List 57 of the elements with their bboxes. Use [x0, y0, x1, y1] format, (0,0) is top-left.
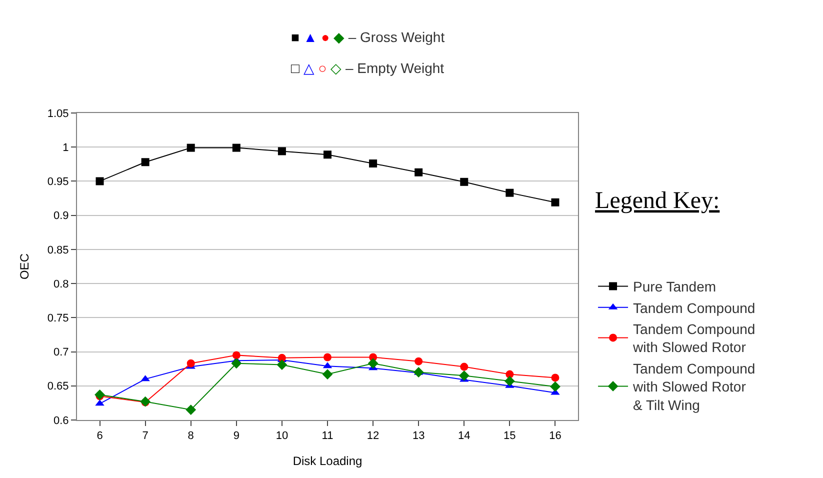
- y-tick-label: 0.9: [54, 210, 69, 222]
- legend-label: Pure Tandem: [633, 278, 716, 295]
- point: [94, 390, 105, 400]
- x-tick-label: 16: [549, 430, 562, 442]
- legend-title: Legend Key:: [595, 188, 720, 214]
- text: □ △ ○ ◇ – Empty Weight: [291, 60, 444, 76]
- x-tick-label: 9: [233, 430, 240, 442]
- y-tick-label: 0.8: [54, 278, 69, 290]
- x-tick-label: 11: [322, 430, 334, 442]
- x-tick-label: 10: [276, 430, 288, 442]
- point: [460, 178, 468, 186]
- point: [186, 359, 195, 368]
- y-tick-label: 1: [62, 142, 69, 154]
- x-tick-label: 12: [366, 430, 380, 442]
- y-tick-label: 0.85: [47, 244, 69, 256]
- point: [231, 358, 242, 369]
- point: [278, 147, 286, 156]
- point: [551, 198, 560, 206]
- y-tick-label: 1.05: [47, 108, 69, 120]
- point: [141, 158, 150, 166]
- x-tick-label: 14: [458, 430, 470, 442]
- point: [413, 367, 424, 378]
- text: ■ ▲ ● ◆ – Gross Weight: [291, 29, 445, 45]
- point: [186, 404, 196, 415]
- point: [186, 144, 195, 152]
- point: [504, 376, 515, 386]
- point: [506, 188, 514, 197]
- point: [232, 144, 240, 152]
- y-tick-label: 0.65: [47, 380, 69, 393]
- point: [458, 370, 470, 381]
- point: [369, 159, 378, 168]
- legend-label: Tandem Compound with Slowed Rotor & Tilt Wing: [632, 360, 756, 413]
- x-axis-title: Disk Loading: [292, 454, 362, 468]
- point: [322, 369, 333, 380]
- x-tick-label: 7: [142, 430, 148, 442]
- y-tick-label: 0.6: [54, 414, 69, 427]
- legend-label: Tandem Compound: [633, 300, 756, 316]
- y-tick-label: 0.95: [47, 176, 69, 188]
- point: [551, 374, 560, 382]
- x-tick-label: 13: [412, 430, 425, 442]
- x-tick-label: 8: [188, 430, 194, 442]
- point: [460, 362, 468, 371]
- y-tick-label: 0.75: [47, 312, 69, 325]
- point: [368, 358, 378, 369]
- point: [232, 351, 240, 360]
- point: [276, 360, 288, 370]
- point: [324, 150, 332, 159]
- y-axis-title: OEC: [18, 253, 32, 280]
- point: [324, 353, 332, 362]
- point: [414, 357, 423, 366]
- x-tick-label: 6: [96, 430, 103, 442]
- point: [550, 381, 560, 392]
- point: [414, 168, 423, 176]
- x-tick-label: 15: [504, 430, 516, 442]
- legend-label: Tandem Compound with Slowed Rotor: [632, 321, 756, 356]
- y-tick-label: 0.7: [54, 346, 69, 359]
- point: [96, 177, 104, 186]
